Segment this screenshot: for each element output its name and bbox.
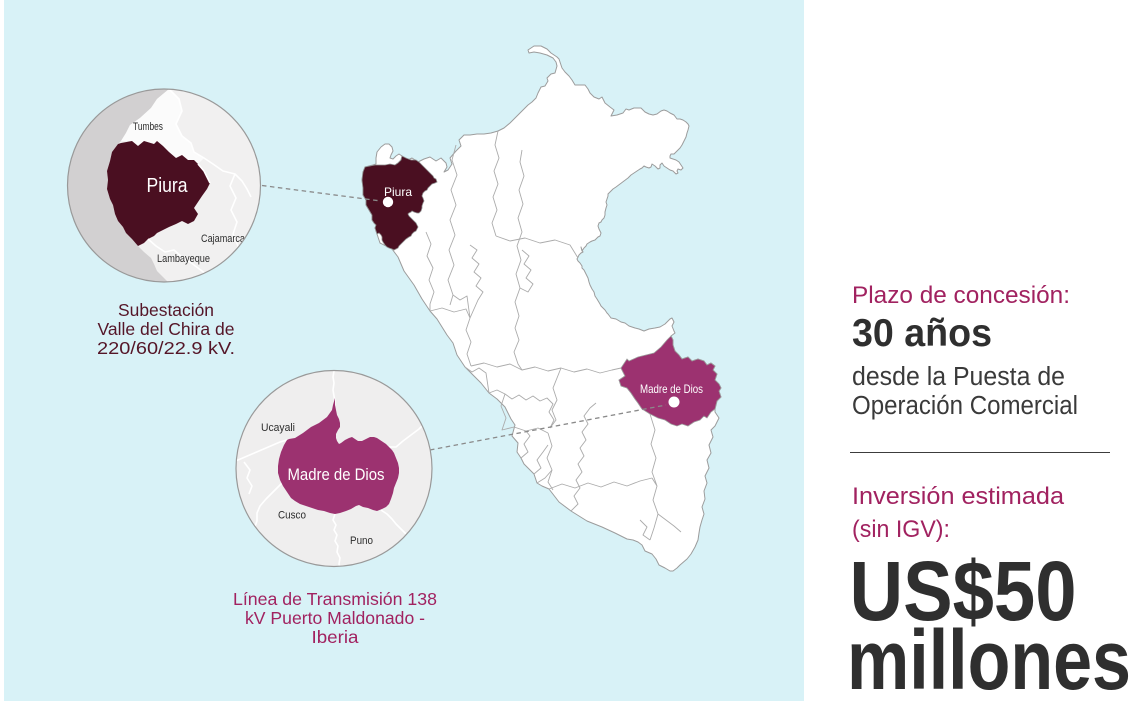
svg-text:Piura: Piura — [147, 175, 189, 197]
svg-text:Valle del Chira de: Valle del Chira de — [98, 319, 235, 339]
svg-text:Ucayali: Ucayali — [261, 422, 295, 434]
svg-text:US$50: US$50 — [850, 544, 1077, 638]
svg-text:desde la Puesta de: desde la Puesta de — [852, 363, 1065, 391]
svg-text:Inversión estimada: Inversión estimada — [852, 483, 1064, 510]
svg-text:Plazo de concesión:: Plazo de concesión: — [852, 282, 1070, 309]
svg-text:Piura: Piura — [384, 185, 412, 199]
svg-text:Operación Comercial: Operación Comercial — [852, 392, 1078, 420]
svg-text:Puno: Puno — [350, 535, 373, 547]
svg-text:Lambayeque: Lambayeque — [157, 253, 210, 265]
svg-text:millones: millones — [847, 613, 1131, 704]
svg-text:Línea de Transmisión 138: Línea de Transmisión 138 — [233, 589, 437, 609]
svg-text:Madre de Dios: Madre de Dios — [288, 465, 385, 484]
svg-text:Subestación: Subestación — [118, 300, 214, 320]
svg-text:Madre de Dios: Madre de Dios — [640, 382, 703, 396]
svg-text:Tumbes: Tumbes — [133, 121, 163, 133]
svg-text:Cajamarca: Cajamarca — [201, 233, 246, 245]
svg-text:(sin IGV):: (sin IGV): — [852, 516, 950, 543]
svg-text:220/60/22.9 kV.: 220/60/22.9 kV. — [97, 338, 235, 358]
svg-text:Iberia: Iberia — [312, 627, 359, 647]
svg-text:kV Puerto Maldonado -: kV Puerto Maldonado - — [245, 608, 425, 628]
svg-text:30 años: 30 años — [852, 312, 992, 355]
svg-text:Cusco: Cusco — [278, 510, 306, 522]
